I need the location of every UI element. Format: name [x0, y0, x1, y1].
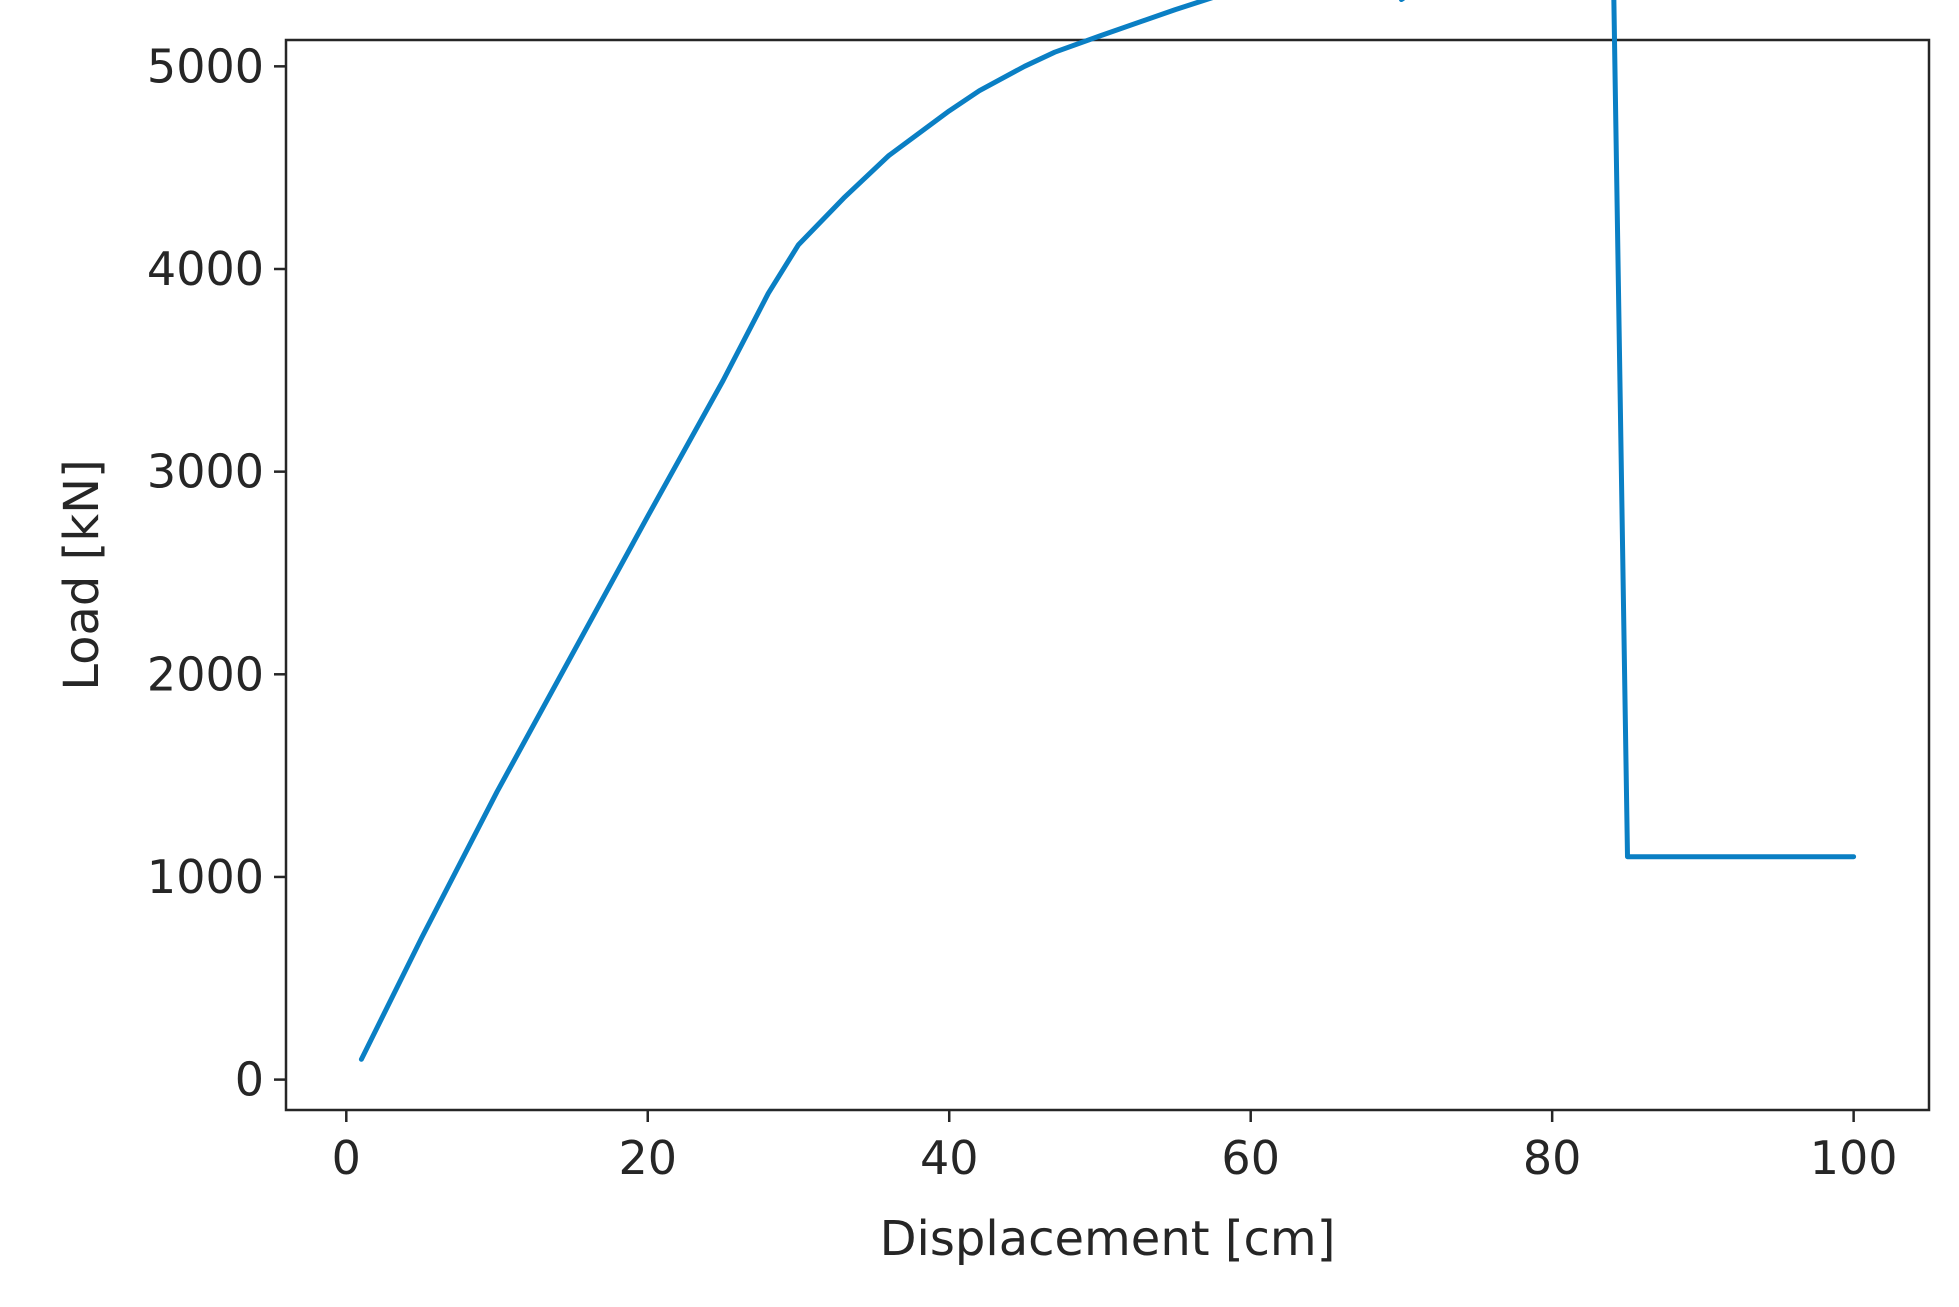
plot-area [284, 0, 1931, 1112]
x-tick-label: 100 [1810, 1131, 1898, 1185]
y-tick-label: 1000 [147, 850, 264, 904]
y-tick-label: 0 [235, 1053, 264, 1107]
x-axis: 0 20 40 60 80 100 [332, 1110, 1898, 1185]
y-tick-label: 4000 [147, 242, 264, 296]
x-tick-label: 20 [618, 1131, 677, 1185]
series-line [358, 0, 1857, 1062]
x-tick-label: 0 [332, 1131, 361, 1185]
y-tick-label: 2000 [147, 647, 264, 701]
x-tick-label: 80 [1523, 1131, 1582, 1185]
y-axis: 0 1000 2000 3000 4000 5000 [147, 39, 286, 1107]
x-tick-label: 40 [920, 1131, 979, 1185]
y-tick-label: 5000 [147, 39, 264, 93]
plot-frame [284, 38, 1931, 1112]
x-axis-label: Displacement [cm] [880, 1211, 1336, 1267]
x-tick-label: 60 [1221, 1131, 1280, 1185]
y-axis-label: Load [kN] [54, 459, 110, 691]
y-tick-label: 3000 [147, 445, 264, 499]
